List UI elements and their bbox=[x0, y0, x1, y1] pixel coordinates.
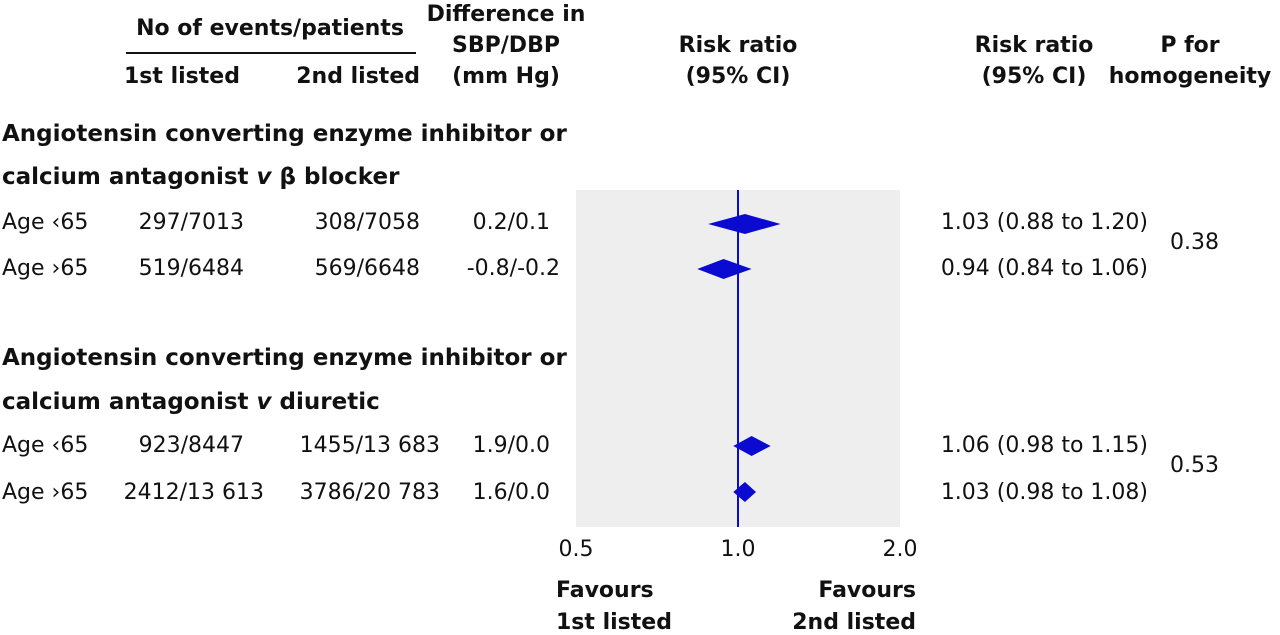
g1r2-diff: -0.8/-0.2 bbox=[466, 256, 560, 281]
g2r2-second: 3786/20 783 bbox=[299, 480, 440, 505]
g2r1-label: Age ‹65 bbox=[2, 433, 89, 458]
header-rr-text-line1: Risk ratio bbox=[974, 33, 1094, 58]
ci-diamond-4 bbox=[733, 482, 756, 502]
g1r1-label: Age ‹65 bbox=[2, 210, 89, 235]
g1r1-first: 297/7013 bbox=[138, 210, 244, 235]
g2r1-second: 1455/13 683 bbox=[299, 433, 440, 458]
group-2-p-value: 0.53 bbox=[1170, 453, 1219, 478]
group-2-title-line2: calcium antagonist v diuretic bbox=[2, 389, 380, 415]
favours-right-line1: Favours bbox=[818, 578, 916, 603]
g1r1-second: 308/7058 bbox=[314, 210, 420, 235]
g2r2-label: Age ›65 bbox=[2, 480, 89, 505]
ci-diamond-3 bbox=[733, 436, 771, 456]
header-events-group: No of events/patients bbox=[136, 16, 404, 41]
favours-right-line2: 2nd listed bbox=[792, 610, 916, 635]
g1r2-rr-text: 0.94 (0.84 to 1.06) bbox=[940, 256, 1148, 281]
x-tick-label-1: 0.5 bbox=[559, 537, 594, 562]
header-p-line1: P for bbox=[1160, 33, 1220, 58]
group-1-p-value: 0.38 bbox=[1170, 230, 1219, 255]
ci-diamond-2 bbox=[697, 259, 752, 279]
g2r2-first: 2412/13 613 bbox=[123, 480, 264, 505]
group-2-title-line1: Angiotensin converting enzyme inhibitor … bbox=[2, 345, 567, 371]
header-first-listed: 1st listed bbox=[124, 64, 240, 89]
ci-diamond-1 bbox=[708, 214, 781, 234]
header-diff-line2: SBP/DBP bbox=[452, 33, 560, 58]
x-tick-label-3: 2.0 bbox=[883, 537, 918, 562]
favours-left-line2: 1st listed bbox=[556, 610, 672, 635]
x-tick-label-2: 1.0 bbox=[721, 537, 756, 562]
g1r1-diff: 0.2/0.1 bbox=[472, 210, 550, 235]
header-diff-line3: (mm Hg) bbox=[452, 64, 560, 89]
header-diff-line1: Difference in bbox=[426, 2, 586, 27]
header-events-rule bbox=[126, 52, 416, 54]
g2r2-rr-text: 1.03 (0.98 to 1.08) bbox=[940, 480, 1148, 505]
header-rr-plot-line2: (95% CI) bbox=[685, 64, 791, 89]
g1r2-first: 519/6484 bbox=[138, 256, 244, 281]
group-1-title-line1: Angiotensin converting enzyme inhibitor … bbox=[2, 121, 567, 147]
header-p-line2: homogeneity bbox=[1108, 64, 1272, 89]
group-1-title-line2: calcium antagonist v β blocker bbox=[2, 164, 400, 190]
g2r1-first: 923/8447 bbox=[138, 433, 244, 458]
header-rr-text-line2: (95% CI) bbox=[981, 64, 1087, 89]
header-rr-plot-line1: Risk ratio bbox=[678, 33, 798, 58]
g1r2-second: 569/6648 bbox=[314, 256, 420, 281]
g2r1-rr-text: 1.06 (0.98 to 1.15) bbox=[940, 433, 1148, 458]
g2r2-diff: 1.6/0.0 bbox=[472, 480, 550, 505]
g2r1-diff: 1.9/0.0 bbox=[472, 433, 550, 458]
g1r1-rr-text: 1.03 (0.88 to 1.20) bbox=[940, 210, 1148, 235]
header-second-listed: 2nd listed bbox=[296, 64, 420, 89]
favours-left-line1: Favours bbox=[556, 578, 654, 603]
g1r2-label: Age ›65 bbox=[2, 256, 89, 281]
